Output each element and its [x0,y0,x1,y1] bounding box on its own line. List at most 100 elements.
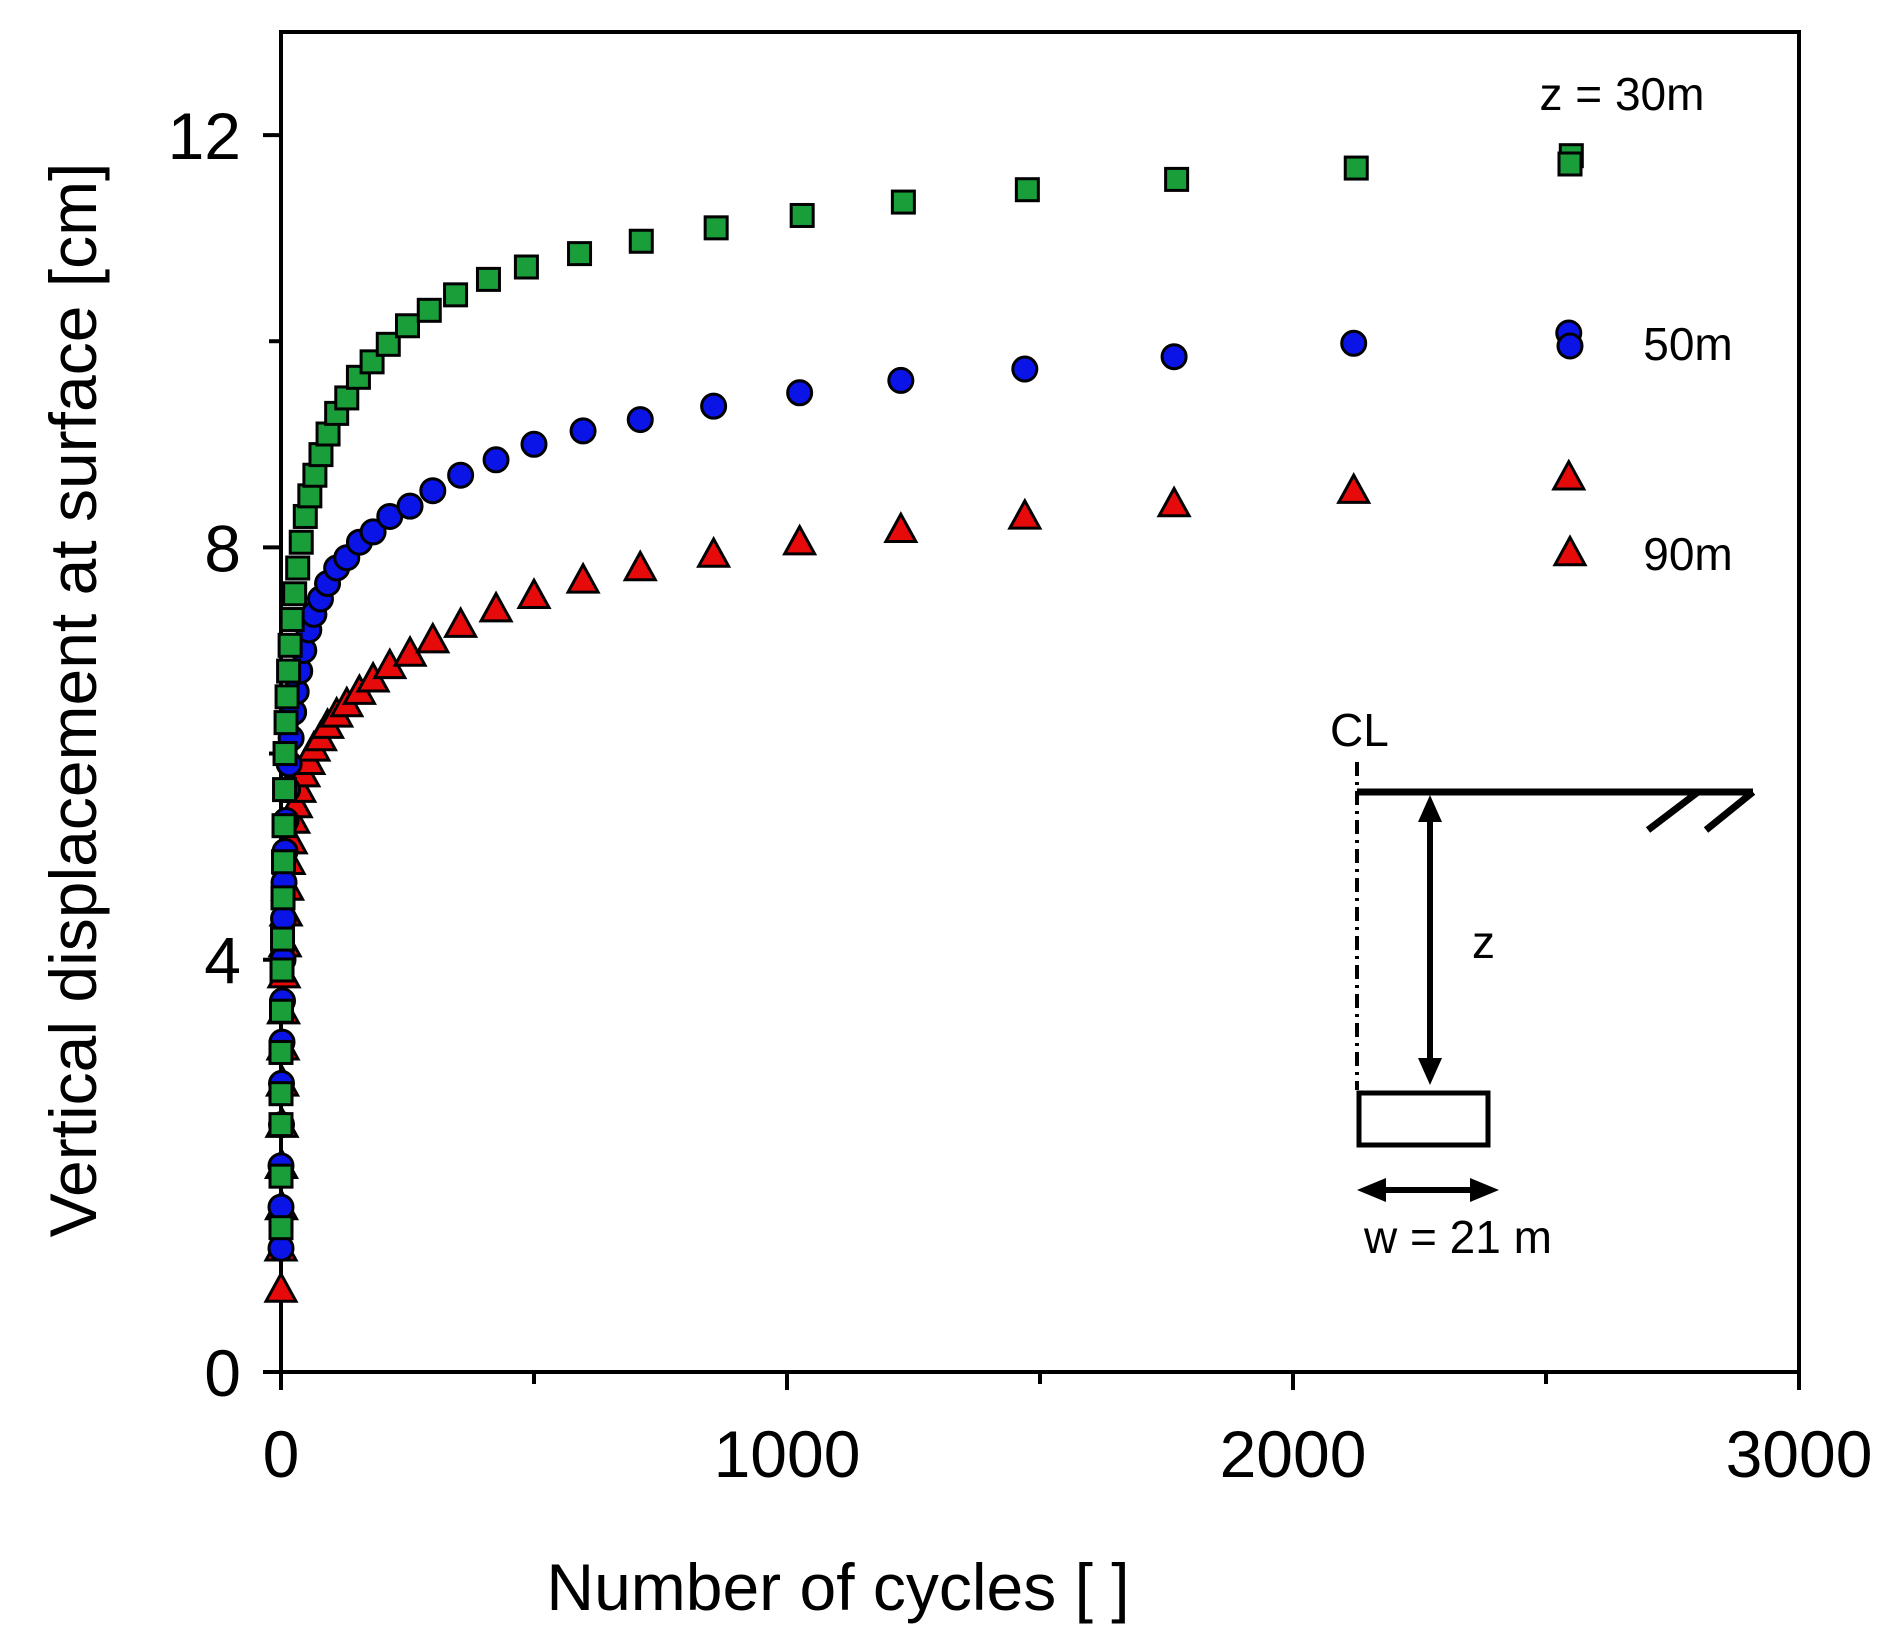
square-point [292,503,318,529]
square-point [271,849,297,875]
circle-point [626,406,654,434]
circle-point [700,392,728,420]
triangle-point [478,590,514,623]
square-point [270,885,296,911]
square-point [513,254,539,280]
inset-width-label: w = 21 m [1363,1211,1552,1263]
square-point [567,241,593,267]
square-point [269,957,295,983]
x-axis-title: Number of cycles [ ] [546,1550,1129,1624]
square-point [443,282,469,308]
inset-hatch-1 [1645,789,1701,833]
square-point [288,529,314,555]
plot-frame [279,30,1801,1374]
square-point [1343,155,1369,181]
square-point [272,777,298,803]
square-point [271,813,297,839]
square-point [282,581,308,607]
square-point [274,684,300,710]
square-point [789,202,815,228]
y-tick-label: 12 [168,99,241,173]
inset-hatch-2 [1703,789,1756,833]
legend-label: z = 30m [1540,68,1705,120]
circle-point [520,430,548,458]
inset-depth-arrow-head-bottom [1418,1058,1442,1085]
square-point [302,462,328,488]
x-tick-label: 3000 [1726,1417,1873,1491]
triangle-point [622,549,658,582]
circle-point [482,446,510,474]
axis-tick-labels: 0 1000 2000 3000 0 4 8 12 [168,99,1873,1491]
inset-depth-arrow-head-top [1418,795,1442,822]
square-point [1014,177,1040,203]
inset-width-arrow-head-right [1470,1178,1499,1202]
triangle-point [516,577,552,610]
circle-point [359,518,387,546]
square-point [285,555,311,581]
triangle-point [696,535,732,568]
inset-tunnel-block [1356,1090,1491,1148]
square-point [375,331,401,357]
square-point [273,710,299,736]
circle-point [1160,343,1188,371]
legend-marker-circle [1556,332,1584,360]
square-point [268,1112,294,1138]
square-point [416,297,442,323]
square-point [268,1163,294,1189]
x-tick-label: 2000 [1220,1417,1367,1491]
square-point [272,741,298,767]
circle-point [1011,355,1039,383]
triangle-point [1007,497,1043,530]
square-point [268,1215,294,1241]
square-point [270,926,296,952]
inset-centerline-label: CL [1330,704,1389,756]
square-point [890,189,916,215]
triangle-point [1156,485,1192,518]
square-point [395,313,420,339]
square-point [334,385,360,411]
square-point [269,998,295,1024]
square-point [475,266,501,292]
square-point [308,442,334,468]
circle-point [887,366,915,394]
y-tick-label: 0 [204,1336,241,1410]
triangle-point [1336,471,1372,504]
square-point [703,215,729,241]
x-tick-label: 0 [263,1417,300,1491]
circle-point [786,379,814,407]
circle-point [569,417,597,445]
circle-point [447,461,475,489]
inset-width-arrow-head-left [1357,1178,1386,1202]
triangle-point [782,523,818,556]
series-square [268,143,1584,1241]
y-axis-title: Vertical displacement at surface [cm] [36,163,110,1238]
square-point [279,607,305,633]
square-point [268,1081,294,1107]
square-point [297,483,323,509]
x-tick-label: 1000 [714,1417,861,1491]
triangle-point [883,511,919,544]
inset-diagram: CL z w = 21 m [1330,704,1756,1263]
legend-label: 90m [1643,528,1732,580]
data-series [263,143,1587,1303]
legend: z = 30m 50m 90m [1540,68,1733,580]
square-point [1164,166,1190,192]
square-point [628,228,654,254]
triangle-point [443,605,479,638]
triangle-point [415,621,451,654]
circle-point [1340,329,1368,357]
circle-point [419,477,447,505]
triangle-point [263,1270,299,1303]
inset-depth-label: z [1472,916,1495,968]
series-triangle [263,458,1587,1303]
triangle-point [1551,458,1587,491]
square-point [277,632,303,658]
triangle-point [565,561,601,594]
circle-point [396,492,424,520]
legend-marker-square [1557,151,1583,177]
legend-marker-triangle [1552,534,1588,567]
square-point [315,421,341,447]
y-tick-label: 8 [204,511,241,585]
legend-label: 50m [1643,318,1732,370]
